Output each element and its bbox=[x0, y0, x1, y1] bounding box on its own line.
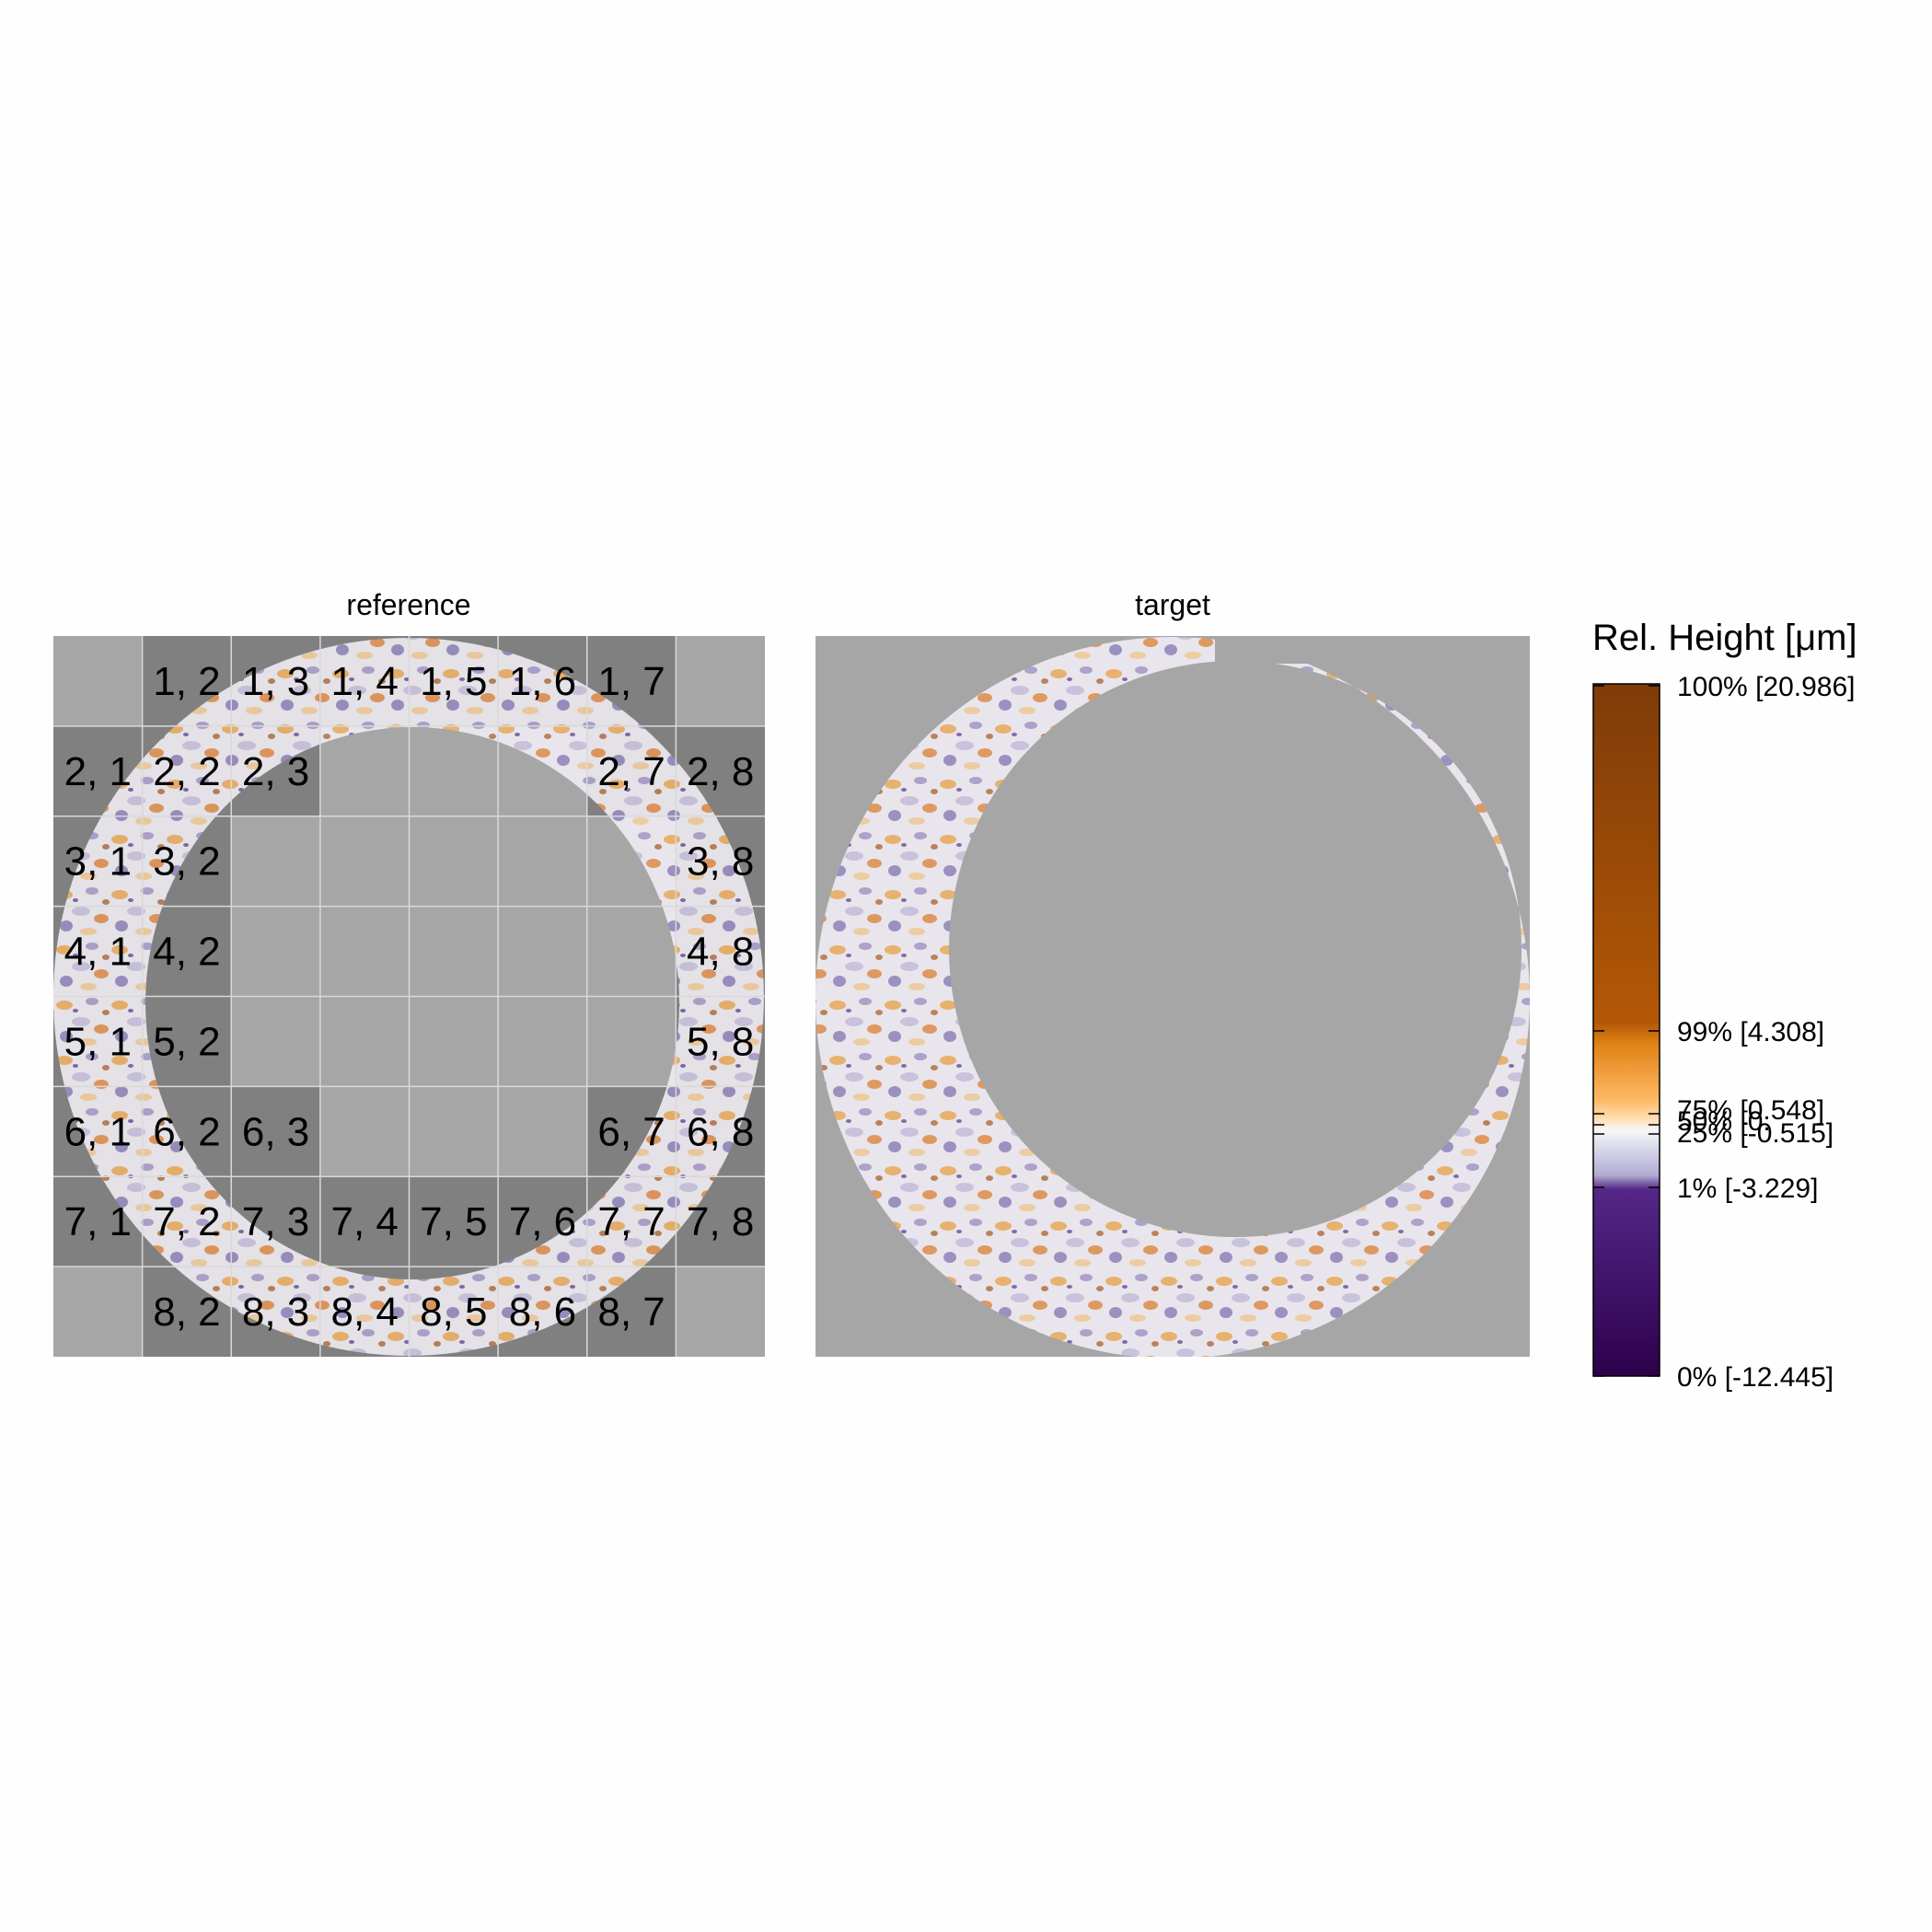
grid-cell-label: 3, 2 bbox=[153, 839, 220, 885]
grid-cell-label: 1, 3 bbox=[242, 659, 309, 704]
grid-cell-label: 2, 2 bbox=[153, 749, 220, 794]
grid-cell-label: 4, 8 bbox=[687, 930, 754, 975]
target-surface-ring bbox=[816, 637, 1530, 1357]
grid-cell-label: 7, 8 bbox=[687, 1199, 754, 1244]
grid-cell-label: 7, 5 bbox=[420, 1199, 487, 1244]
reference-cell-labels: 1, 2 1, 3 1, 4 1, 5 1, 6 1, 7 2, 1 2, 2 2, 3 2, 7… bbox=[64, 659, 755, 1335]
legend: Rel. Height [μm] 100% [20.986] 99% [4.308… bbox=[1592, 618, 1857, 1393]
grid-cell-label: 7, 4 bbox=[330, 1199, 398, 1244]
grid-cell bbox=[142, 996, 232, 1087]
grid-cell-label: 5, 1 bbox=[64, 1019, 132, 1064]
target-missing-gap bbox=[1215, 636, 1362, 664]
grid-cell-label: 1, 5 bbox=[420, 659, 487, 704]
legend-tick-label: 1% [-3.229] bbox=[1677, 1174, 1818, 1204]
grid-cell-label: 1, 4 bbox=[330, 659, 398, 704]
legend-tick-label: 100% [20.986] bbox=[1677, 672, 1856, 702]
legend-tick-label: 0% [-12.445] bbox=[1677, 1362, 1834, 1393]
grid-cell-label: 7, 6 bbox=[509, 1199, 576, 1244]
grid-cell bbox=[409, 1176, 499, 1267]
legend-title: Rel. Height [μm] bbox=[1592, 618, 1857, 658]
grid-cell-label: 2, 1 bbox=[64, 749, 132, 794]
grid-cell-label: 7, 1 bbox=[64, 1199, 132, 1244]
grid-cell-label: 3, 1 bbox=[64, 839, 132, 885]
grid-cell-label: 8, 3 bbox=[242, 1290, 309, 1335]
grid-cell-label: 7, 7 bbox=[597, 1199, 665, 1244]
grid-cell-label: 6, 3 bbox=[242, 1109, 309, 1154]
grid-cell-label: 7, 3 bbox=[242, 1199, 309, 1244]
legend-tick-label: 50% [0. bbox=[1677, 1106, 1771, 1137]
grid-cell-label: 1, 6 bbox=[509, 659, 576, 704]
target-title: target bbox=[1135, 588, 1210, 621]
grid-cell-label: 2, 3 bbox=[242, 749, 309, 794]
grid-cell-label: 8, 4 bbox=[330, 1290, 398, 1335]
grid-cell-label: 5, 2 bbox=[153, 1019, 220, 1064]
legend-colorbar bbox=[1592, 683, 1660, 1377]
legend-tick-label: 75% [0.548] bbox=[1677, 1095, 1824, 1126]
grid-cell-label: 6, 1 bbox=[64, 1109, 132, 1154]
grid-cell-label: 6, 7 bbox=[597, 1109, 665, 1154]
legend-ticks: 100% [20.986] 99% [4.308] 75% [0.548]50% [… bbox=[1593, 672, 1856, 1393]
grid-cell-label: 2, 7 bbox=[597, 749, 665, 794]
grid-cell-label: 8, 2 bbox=[153, 1290, 220, 1335]
grid-cell-label: 6, 8 bbox=[687, 1109, 754, 1154]
legend-tick-label: 99% [4.308] bbox=[1677, 1017, 1824, 1047]
grid-cell-label: 4, 1 bbox=[64, 930, 132, 975]
legend-tick-label: 25% [-0.515] bbox=[1677, 1118, 1834, 1149]
grid-cell-label: 8, 6 bbox=[509, 1290, 576, 1335]
grid-cell-label: 4, 2 bbox=[153, 930, 220, 975]
grid-cell-label: 8, 5 bbox=[420, 1290, 487, 1335]
reference-title: reference bbox=[346, 588, 470, 621]
grid-cell-label: 8, 7 bbox=[597, 1290, 665, 1335]
reference-panel: reference 1, 2 1, 3 1, 4 1, 5 1, 6 1, 7 2, 1 2,… bbox=[53, 588, 765, 1357]
grid-cell-label: 6, 2 bbox=[153, 1109, 220, 1154]
grid-cell-label: 1, 2 bbox=[153, 659, 220, 704]
grid-cell-label: 5, 8 bbox=[687, 1019, 754, 1064]
reference-grid-lines bbox=[53, 636, 765, 1357]
grid-cell-label: 2, 8 bbox=[687, 749, 754, 794]
target-panel: target bbox=[816, 588, 1530, 1357]
grid-cell-label: 1, 7 bbox=[597, 659, 665, 704]
grid-cell bbox=[319, 1176, 410, 1267]
grid-cell-label: 3, 8 bbox=[687, 839, 754, 885]
grid-cell-label: 7, 2 bbox=[153, 1199, 220, 1244]
grid-cell bbox=[231, 1086, 320, 1177]
